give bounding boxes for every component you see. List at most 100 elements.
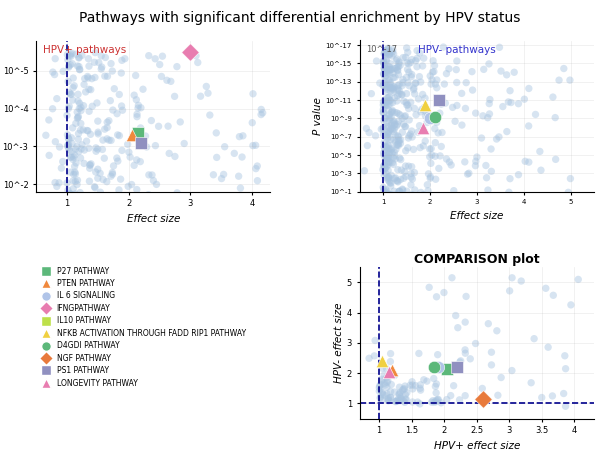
Point [468,86,478,94]
Point [101,54,110,61]
Point [410,80,420,87]
Point [422,119,432,126]
Point [427,399,436,406]
Point [574,276,583,283]
Point [431,380,441,387]
Point [108,107,118,114]
Point [430,125,440,132]
Point [392,55,402,63]
Point [412,47,422,54]
Point [383,102,393,109]
Point [85,108,94,115]
Point [202,83,211,90]
Point [395,62,405,69]
Point [136,104,146,112]
Point [131,72,140,79]
Point [385,84,395,91]
Point [66,153,76,161]
Point [383,162,392,169]
Point [377,396,387,404]
Point [382,174,392,181]
Point [196,93,205,100]
Point [117,57,127,64]
Point [386,394,395,401]
Point [436,152,445,159]
Point [379,139,389,146]
Point [74,54,84,61]
Point [383,45,393,52]
Point [419,54,428,62]
Point [406,174,416,181]
Point [386,388,395,395]
Point [427,81,436,88]
Point [442,396,452,403]
Point [81,88,91,95]
Point [397,82,407,89]
Point [388,86,398,94]
Point [86,131,95,138]
Point [74,148,83,155]
Point [256,106,266,113]
Point [76,126,85,134]
Point [124,183,133,190]
Point [394,60,404,67]
Point [395,112,405,119]
Point [541,285,551,292]
Point [89,59,99,66]
Point [133,104,143,112]
Point [134,102,143,109]
Point [419,142,428,149]
Point [392,142,401,149]
Point [385,145,394,152]
Point [62,180,72,187]
Point [393,177,403,184]
Point [472,153,482,161]
Point [452,102,462,109]
Point [390,388,400,396]
Point [193,59,203,66]
Point [79,160,89,167]
Point [73,177,82,184]
Point [524,122,533,130]
Point [399,98,409,105]
Point [393,397,403,405]
Point [384,154,394,161]
Point [434,96,444,104]
Point [73,114,83,121]
Point [450,118,460,125]
Point [84,86,94,93]
Point [73,91,83,98]
Point [432,76,442,84]
Point [388,126,398,133]
Point [419,191,428,198]
Point [485,96,495,103]
Point [91,49,100,56]
Point [395,397,404,404]
Point [437,129,447,136]
Point [439,289,449,296]
Point [449,382,458,389]
Point [383,176,393,183]
Point [427,76,437,83]
Point [63,56,73,63]
Point [388,99,397,106]
Point [434,165,443,172]
Point [502,128,512,135]
Point [411,80,421,87]
Point [451,312,460,319]
Point [383,141,392,149]
Point [388,83,398,90]
Point [524,158,533,166]
Point [386,79,395,86]
Point [379,117,389,125]
Point [55,144,64,151]
Point [179,140,189,147]
Point [94,130,103,138]
Point [359,167,369,174]
Point [172,63,182,70]
Point [146,117,156,124]
Point [384,397,394,404]
Point [238,132,248,140]
Point [389,154,398,161]
Point [386,394,395,401]
